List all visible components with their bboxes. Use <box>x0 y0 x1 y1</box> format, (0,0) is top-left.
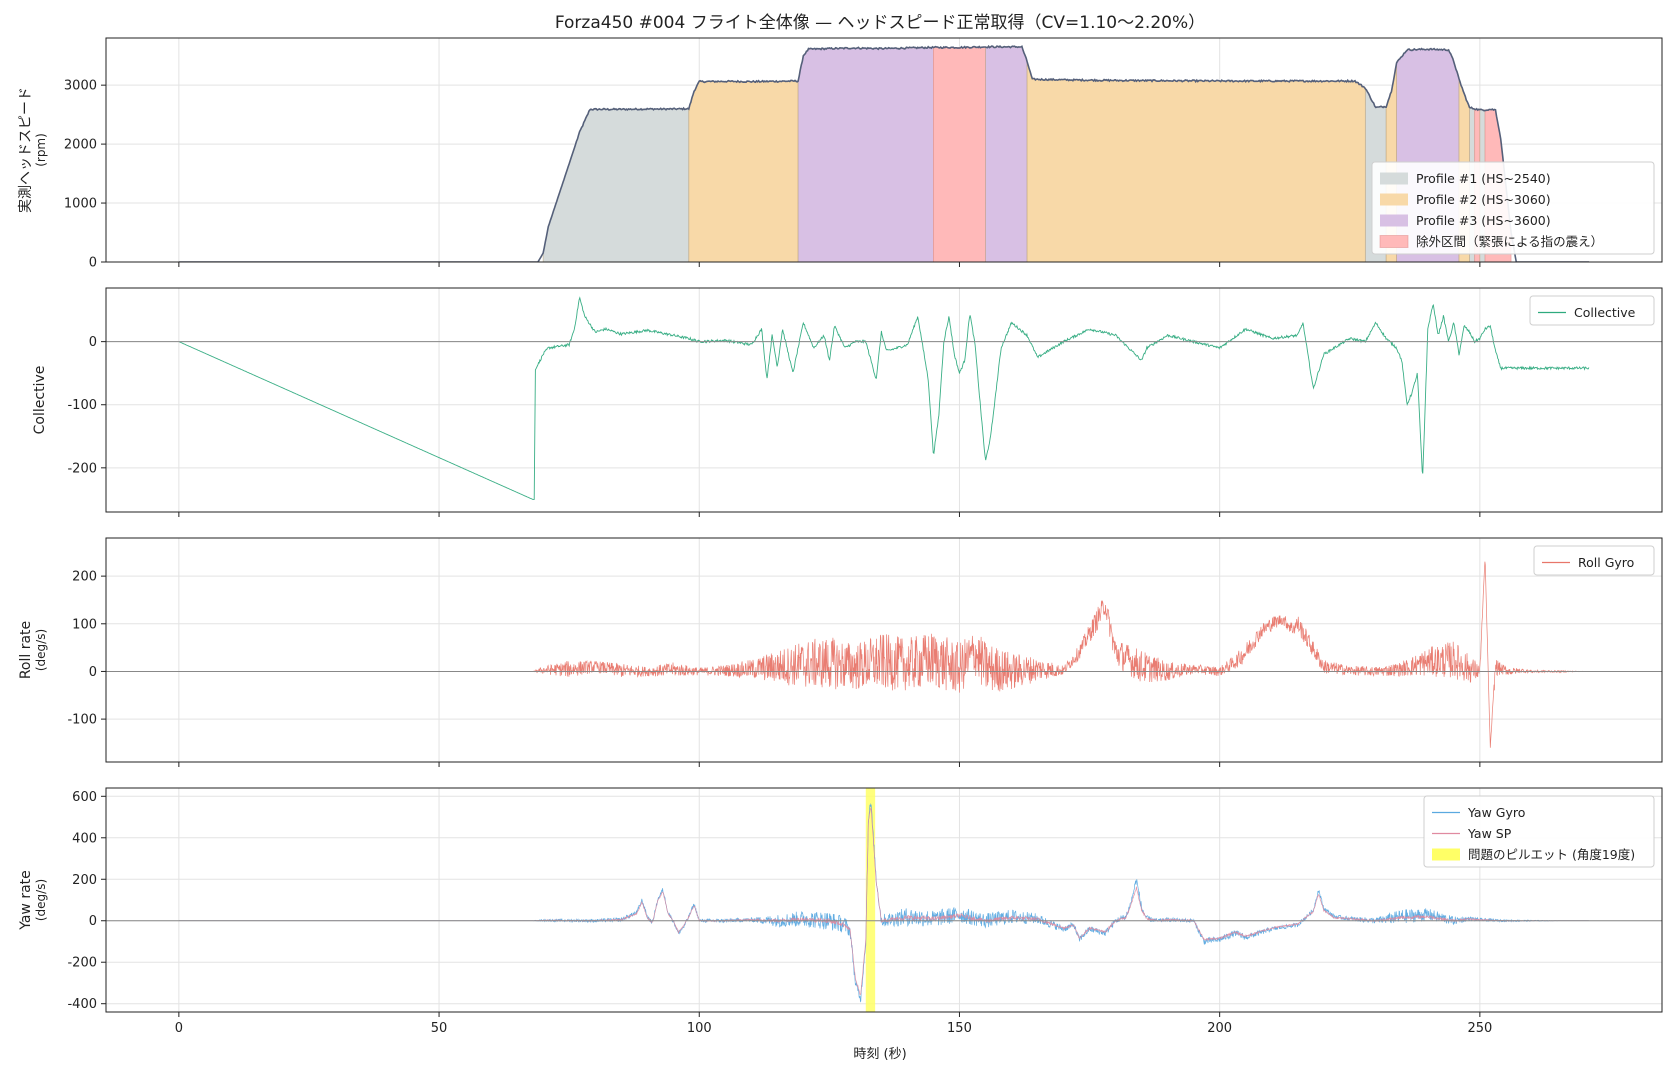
y-axis-label-line: Roll rate <box>18 621 34 679</box>
y-tick-label: -400 <box>67 997 97 1012</box>
legend-swatch <box>1380 172 1408 185</box>
plot-area <box>178 296 1590 500</box>
plot-frame <box>105 37 1663 263</box>
legend-swatch <box>1380 214 1408 227</box>
legend-label: Yaw Gyro <box>1467 805 1525 820</box>
y-tick-label: 600 <box>72 790 97 805</box>
y-tick-label: 100 <box>72 617 97 632</box>
legend-swatch <box>1432 848 1460 861</box>
panel-2: -200 -100 0 Collective Collective <box>32 287 1663 517</box>
span-profile1 <box>542 108 690 262</box>
legend-label: 問題のピルエット (角度19度) <box>1468 847 1635 862</box>
highlight-span <box>865 788 876 1012</box>
y-axis-label-line: Collective <box>32 366 48 435</box>
series-collective <box>178 296 1590 500</box>
plot-frame <box>105 787 1663 1013</box>
y-tick-label: 0 <box>89 335 97 350</box>
y-axis-label-line: Yaw rate <box>18 870 34 931</box>
y-tick-label: -200 <box>67 461 97 476</box>
legend-label: Profile #2 (HS~3060) <box>1416 192 1551 207</box>
y-axis-label: Roll rate(deg/s) <box>18 621 48 679</box>
y-tick-label: 0 <box>89 914 97 929</box>
x-tick-label: 0 <box>175 1021 183 1036</box>
panel-3: -100 0 100 200 Roll rate(deg/s) Roll Gyro <box>18 537 1663 767</box>
plot-frame <box>105 537 1663 763</box>
x-tick-label: 100 <box>687 1021 712 1036</box>
legend-label: Collective <box>1574 305 1636 320</box>
legend: Collective <box>1529 295 1655 326</box>
y-axis-label-line: (deg/s) <box>34 879 48 921</box>
legend: Yaw Gyro Yaw SP 問題のピルエット (角度19度) <box>1423 795 1655 868</box>
legend: Profile #1 (HS~2540) Profile #2 (HS~3060)… <box>1371 161 1655 255</box>
y-tick-label: 0 <box>89 256 97 271</box>
y-axis-label-line: (deg/s) <box>34 629 48 671</box>
y-axis-label: Collective <box>32 366 48 435</box>
chart-title: Forza450 #004 フライト全体像 — ヘッドスピード正常取得（CV=1… <box>555 13 1205 33</box>
x-tick-label: 50 <box>431 1021 448 1036</box>
series-yaw_gyro <box>178 802 1589 1003</box>
y-axis-label: 実測ヘッドスピード(rpm) <box>18 87 48 213</box>
plot-area <box>532 561 1589 748</box>
y-tick-label: 2000 <box>64 138 97 153</box>
plot-area <box>178 44 1590 262</box>
y-tick-label: -200 <box>67 956 97 971</box>
span-profile3 <box>797 47 934 262</box>
y-tick-label: 400 <box>72 831 97 846</box>
legend-label: Profile #1 (HS~2540) <box>1416 171 1551 186</box>
span-profile3 <box>985 46 1028 262</box>
span-profile2 <box>688 80 799 262</box>
y-tick-label: 0 <box>89 665 97 680</box>
legend-swatch <box>1379 235 1409 248</box>
headspeed-line <box>178 44 1590 262</box>
legend-box <box>1533 545 1655 576</box>
y-tick-label: 1000 <box>64 197 97 212</box>
panel-4: -400 -200 0 200 400 600 0 50 100 150 200 250 Yaw rat… <box>18 787 1663 1036</box>
legend-box <box>1529 295 1655 326</box>
legend: Roll Gyro <box>1533 545 1655 576</box>
series-roll <box>532 561 1589 748</box>
series-yaw_sp <box>178 807 1589 995</box>
x-tick-label: 200 <box>1207 1021 1232 1036</box>
span-profile2 <box>1026 61 1366 262</box>
y-axis-label: Yaw rate(deg/s) <box>18 870 48 931</box>
y-tick-label: 3000 <box>64 79 97 94</box>
y-tick-label: 200 <box>72 873 97 888</box>
legend-label: Yaw SP <box>1467 826 1512 841</box>
y-tick-label: -100 <box>67 713 97 728</box>
x-tick-label: 150 <box>947 1021 972 1036</box>
legend-box <box>1371 161 1655 255</box>
legend-label: Profile #3 (HS~3600) <box>1416 213 1551 228</box>
panel-1: 0 1000 2000 3000 実測ヘッドスピード(rpm) Profile #1 (H… <box>18 37 1663 271</box>
legend-label: 除外区間（緊張による指の震え） <box>1416 234 1603 249</box>
legend-box <box>1423 795 1655 868</box>
y-tick-label: -100 <box>67 398 97 413</box>
y-axis-label-line: 実測ヘッドスピード <box>18 87 34 213</box>
span-excluded <box>933 46 986 262</box>
x-axis-label: 時刻 (秒) <box>853 1047 906 1062</box>
plot-area <box>178 788 1589 1012</box>
legend-swatch <box>1380 193 1408 206</box>
y-tick-label: 200 <box>72 570 97 585</box>
plot-frame <box>105 287 1663 513</box>
legend-label: Roll Gyro <box>1578 555 1634 570</box>
y-axis-label-line: (rpm) <box>34 133 48 167</box>
x-tick-label: 250 <box>1467 1021 1492 1036</box>
